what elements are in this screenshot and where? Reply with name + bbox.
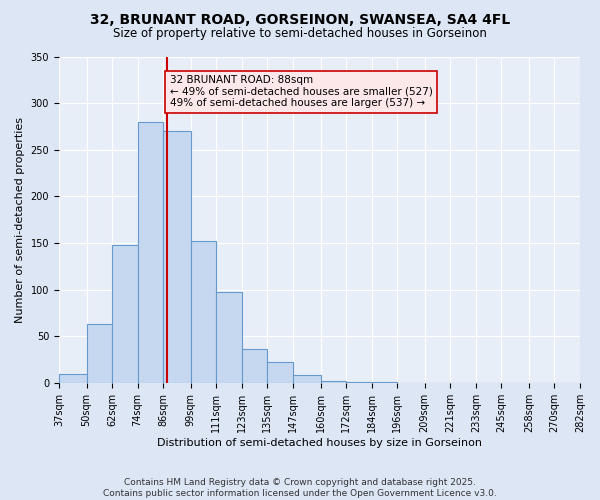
Bar bbox=[137, 122, 163, 383]
Bar bbox=[163, 131, 191, 383]
Bar bbox=[268, 362, 293, 383]
X-axis label: Distribution of semi-detached houses by size in Gorseinon: Distribution of semi-detached houses by … bbox=[157, 438, 482, 448]
Bar bbox=[320, 381, 346, 383]
Bar bbox=[112, 245, 137, 383]
Text: 32 BRUNANT ROAD: 88sqm
← 49% of semi-detached houses are smaller (527)
49% of se: 32 BRUNANT ROAD: 88sqm ← 49% of semi-det… bbox=[170, 75, 433, 108]
Y-axis label: Number of semi-detached properties: Number of semi-detached properties bbox=[15, 116, 25, 322]
Bar bbox=[242, 350, 268, 383]
Text: Size of property relative to semi-detached houses in Gorseinon: Size of property relative to semi-detach… bbox=[113, 28, 487, 40]
Bar bbox=[86, 324, 112, 383]
Bar bbox=[191, 241, 216, 383]
Bar bbox=[216, 292, 242, 383]
Text: 32, BRUNANT ROAD, GORSEINON, SWANSEA, SA4 4FL: 32, BRUNANT ROAD, GORSEINON, SWANSEA, SA… bbox=[90, 12, 510, 26]
Bar bbox=[293, 376, 320, 383]
Bar bbox=[346, 382, 371, 383]
Bar bbox=[59, 374, 86, 383]
Bar bbox=[371, 382, 397, 383]
Text: Contains HM Land Registry data © Crown copyright and database right 2025.
Contai: Contains HM Land Registry data © Crown c… bbox=[103, 478, 497, 498]
